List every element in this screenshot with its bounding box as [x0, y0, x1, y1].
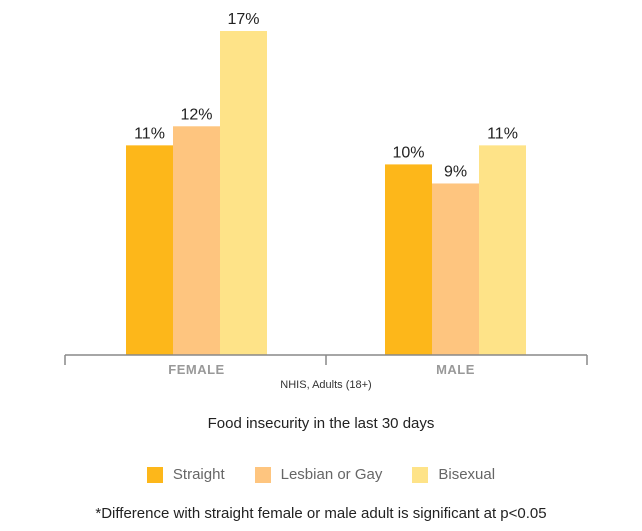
- legend-item-bisexual: Bisexual: [412, 466, 495, 483]
- footnote: *Difference with straight female or male…: [95, 505, 547, 522]
- x-axis-label: NHIS, Adults (18+): [280, 379, 371, 391]
- category-label-female: FEMALE: [168, 362, 224, 377]
- legend-swatch-straight: [146, 466, 163, 483]
- legend-item-lesbian-or-gay: Lesbian or Gay: [254, 466, 383, 483]
- category-label-male: MALE: [436, 362, 475, 377]
- bar-female-straight: [126, 145, 173, 355]
- value-label-male-lesbian-or-gay: 9%: [444, 163, 467, 180]
- bar-male-bisexual: [479, 145, 526, 355]
- bar-chart: 11% 12% 17% 10% 9% 11% FEMALE MALE NHIS, Adults …: [64, 11, 588, 391]
- value-label-male-straight: 10%: [392, 144, 424, 161]
- legend-swatch-bisexual: [412, 466, 429, 483]
- legend-label-bisexual: Bisexual: [438, 466, 496, 483]
- legend-swatch-lesbian-or-gay: [254, 466, 271, 483]
- value-label-female-lesbian-or-gay: 12%: [180, 106, 212, 123]
- bar-male-straight: [385, 164, 432, 355]
- legend: Straight Lesbian or Gay Bisexual: [0, 466, 642, 483]
- value-label-female-straight: 11%: [134, 125, 165, 142]
- bar-female-bisexual: [220, 31, 267, 355]
- legend-label-lesbian-or-gay: Lesbian or Gay: [280, 466, 383, 483]
- legend-item-straight: Straight: [146, 466, 225, 483]
- value-label-female-bisexual: 17%: [227, 11, 259, 28]
- value-label-male-bisexual: 11%: [487, 125, 518, 142]
- legend-label-straight: Straight: [172, 466, 225, 483]
- chart-subtitle: Food insecurity in the last 30 days: [207, 415, 435, 432]
- bar-male-lesbian-or-gay: [432, 183, 479, 355]
- bar-female-lesbian-or-gay: [173, 126, 220, 355]
